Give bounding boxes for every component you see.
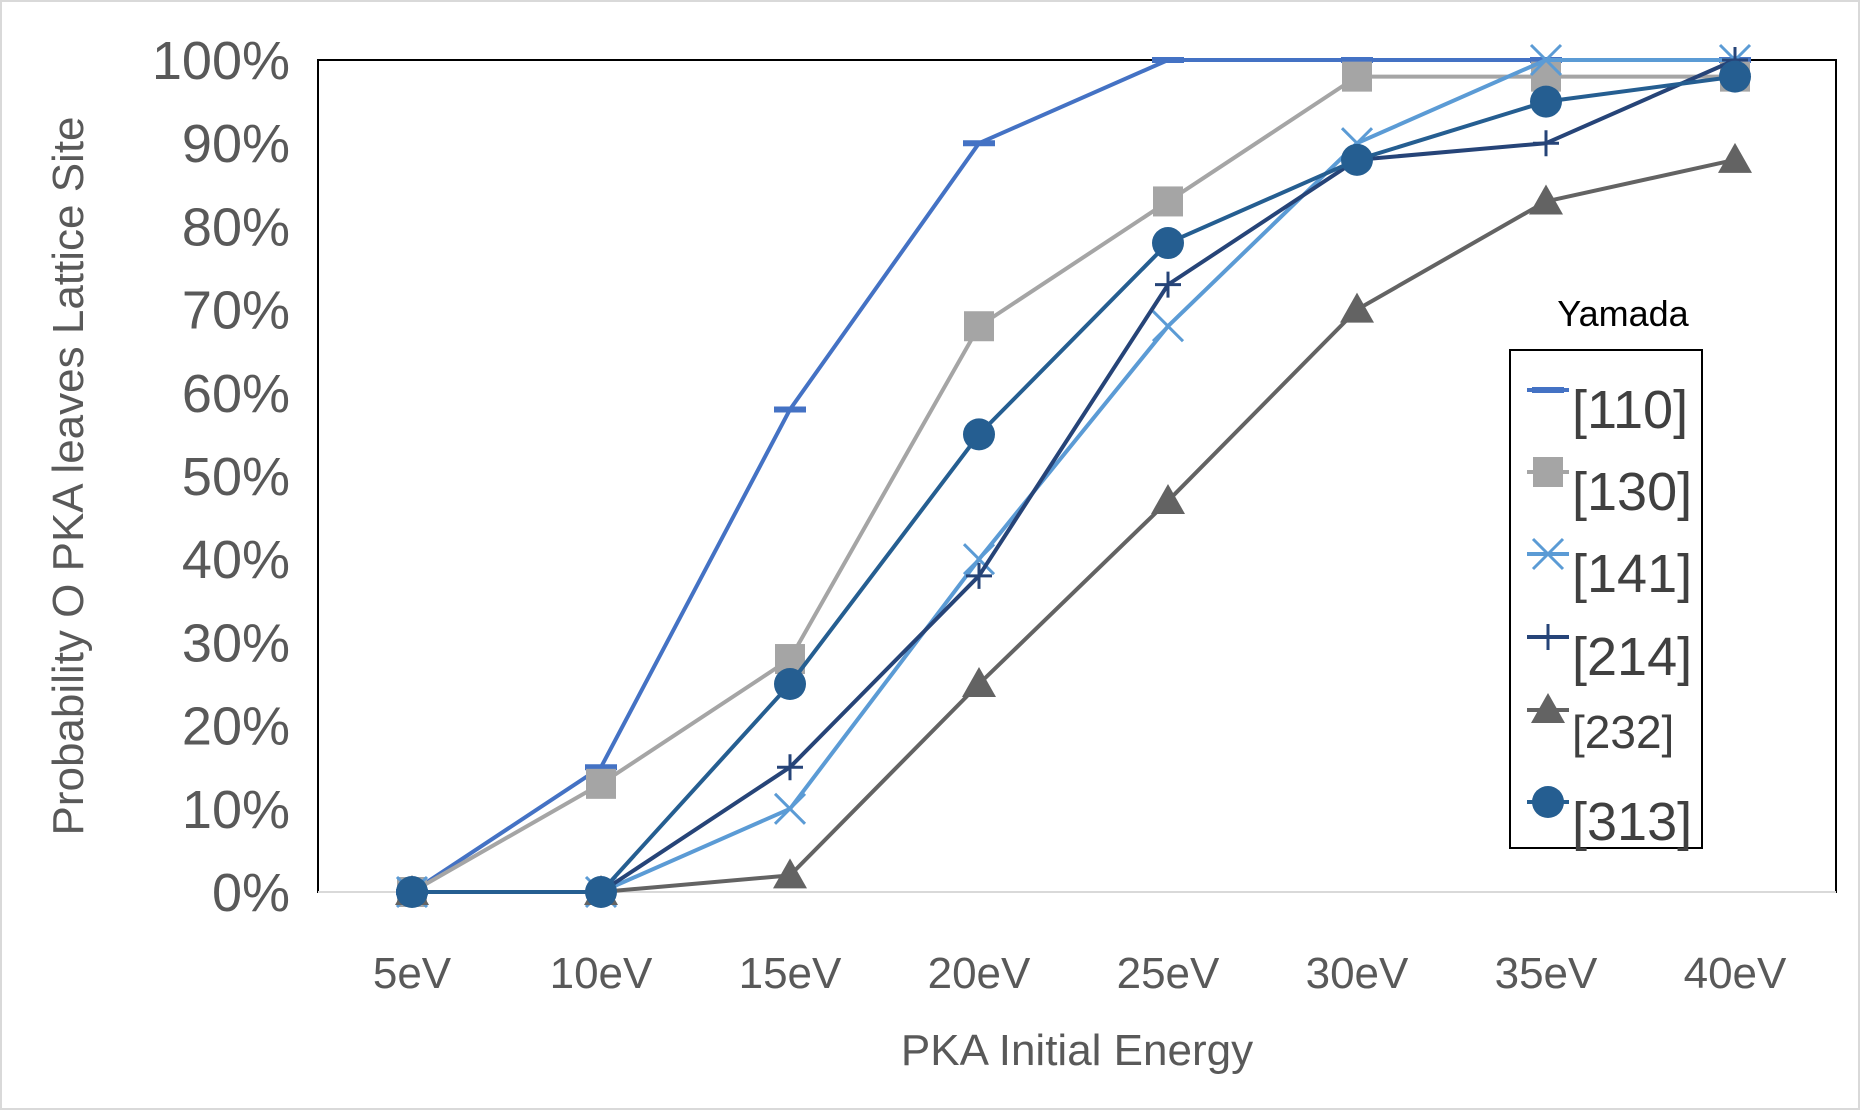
legend-title: Yamada: [1557, 293, 1689, 334]
legend-marker: [1532, 786, 1564, 818]
data-point: [1533, 130, 1559, 157]
data-point: [962, 667, 996, 697]
x-tick-label: 15eV: [739, 949, 842, 998]
legend-label: [313]: [1572, 792, 1692, 852]
data-point: [586, 768, 616, 799]
y-tick-label: 20%: [182, 697, 290, 757]
legend-label: [141]: [1572, 544, 1692, 604]
legend-marker: [1535, 624, 1561, 650]
legend-item: [214]: [1527, 624, 1692, 687]
legend-item: [110]: [1527, 380, 1688, 440]
series-line: [411, 74, 1735, 894]
legend-item: [130]: [1527, 457, 1692, 522]
x-tick-label: 35eV: [1495, 949, 1598, 998]
data-point: [1151, 310, 1185, 343]
series-line: [412, 74, 1736, 894]
legend-marker: [1533, 457, 1563, 487]
data-point: [773, 792, 807, 825]
legend-label: [232]: [1572, 706, 1674, 758]
legend-box: [1509, 349, 1703, 849]
legend-marker: [1531, 693, 1565, 723]
legend: Yamada [110] [130] [141] [214] [232] [313]: [1509, 293, 1703, 852]
data-point: [585, 876, 617, 908]
data-point: [966, 562, 992, 589]
series-line: [412, 58, 1735, 894]
y-tick-label: 70%: [182, 281, 290, 341]
y-tick-label: 100%: [152, 31, 290, 91]
data-point: [1152, 227, 1184, 260]
data-point: [962, 543, 996, 576]
y-axis-title: Probability O PKA leaves Lattice Site: [44, 116, 93, 835]
x-axis: 5eV 10eV 15eV 20eV 25eV 30eV 35eV 40eV: [373, 949, 1787, 998]
y-tick-label: 50%: [182, 447, 290, 507]
data-point: [1529, 43, 1563, 77]
y-tick-label: 90%: [182, 114, 290, 174]
legend-item: [313]: [1527, 786, 1692, 852]
data-point: [1151, 483, 1185, 514]
data-point: [1530, 85, 1562, 118]
data-point: [963, 418, 995, 451]
series-line: [412, 157, 1736, 894]
data-point: [773, 858, 807, 889]
x-tick-label: 40eV: [1684, 949, 1787, 998]
series-line: [410, 58, 1735, 894]
data-point: [1340, 292, 1374, 323]
data-point: [777, 754, 803, 781]
data-point: [1529, 184, 1563, 215]
data-point: [1718, 142, 1752, 173]
series-line: [412, 58, 1736, 894]
y-axis: 0% 10% 20% 30% 40% 50% 60% 70% 80% 90% 100%: [152, 31, 290, 923]
legend-item: [141]: [1527, 537, 1692, 604]
data-point: [1342, 61, 1372, 92]
data-point: [1719, 60, 1751, 93]
y-tick-label: 60%: [182, 364, 290, 424]
x-tick-label: 5eV: [373, 949, 452, 998]
data-point: [1153, 186, 1183, 217]
x-tick-label: 30eV: [1306, 949, 1409, 998]
legend-item: [232]: [1527, 693, 1674, 758]
y-tick-label: 40%: [182, 530, 290, 590]
legend-items: [110] [130] [141] [214] [232] [313]: [1527, 380, 1692, 852]
legend-label: [130]: [1572, 462, 1692, 522]
x-axis-title: PKA Initial Energy: [901, 1026, 1253, 1075]
data-point: [774, 668, 806, 700]
data-point: [396, 876, 428, 908]
y-tick-label: 10%: [182, 780, 290, 840]
y-tick-label: 80%: [182, 197, 290, 257]
series-5: [396, 60, 1751, 908]
data-point: [1341, 143, 1373, 176]
legend-label: [214]: [1572, 627, 1692, 687]
legend-marker: [1531, 537, 1565, 571]
y-tick-label: 30%: [182, 613, 290, 673]
y-tick-label: 0%: [212, 863, 290, 923]
data-point: [964, 311, 994, 342]
series-layer: [395, 43, 1752, 909]
x-tick-label: 20eV: [928, 949, 1031, 998]
legend-label: [110]: [1572, 380, 1688, 440]
data-point: [1155, 271, 1181, 298]
x-tick-label: 25eV: [1117, 949, 1220, 998]
x-tick-label: 10eV: [550, 949, 653, 998]
